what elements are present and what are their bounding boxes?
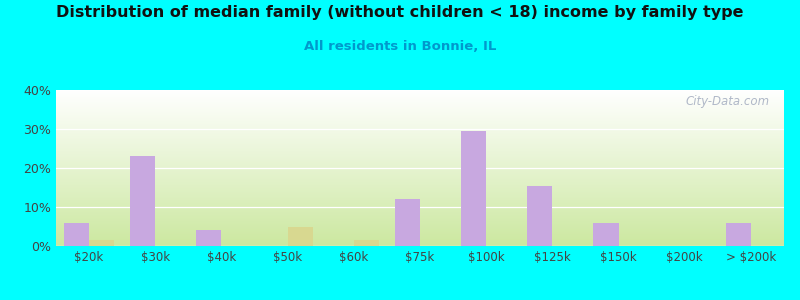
Bar (594, 223, 618, 246)
Text: All residents in Bonnie, IL: All residents in Bonnie, IL (304, 40, 496, 53)
Bar (354, 240, 379, 246)
Legend: Married couple, Female, no husband: Married couple, Female, no husband (263, 296, 577, 300)
Text: City-Data.com: City-Data.com (686, 95, 770, 108)
Bar (395, 199, 420, 246)
Bar (89, 240, 114, 246)
Bar (288, 226, 313, 246)
Bar (130, 156, 155, 246)
Bar (64, 223, 89, 246)
Bar (726, 223, 751, 246)
Bar (461, 131, 486, 246)
Text: Distribution of median family (without children < 18) income by family type: Distribution of median family (without c… (56, 4, 744, 20)
Bar (527, 185, 552, 246)
Bar (196, 230, 222, 246)
